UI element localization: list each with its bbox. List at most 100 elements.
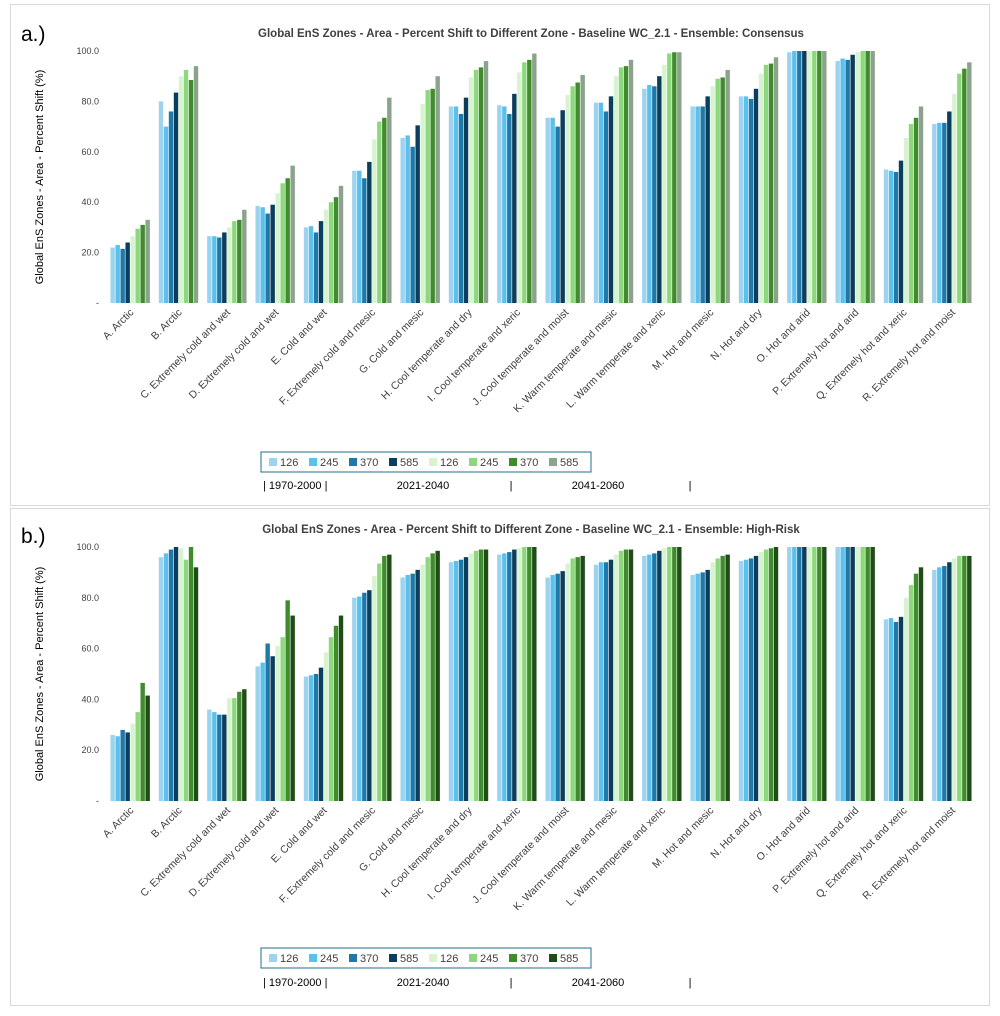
bar [527, 547, 532, 801]
x-category-label: J. Cool temperate and moist [470, 805, 571, 906]
bar [333, 625, 339, 801]
legend-swatch [349, 954, 357, 962]
bar [758, 552, 764, 801]
bar [328, 637, 334, 801]
period-label: | 1970-2000 | [263, 480, 327, 492]
bar [758, 73, 764, 304]
bar [903, 597, 909, 801]
period-label: 2021-2040 [397, 977, 450, 989]
bar [430, 553, 435, 801]
bar [207, 709, 212, 801]
bar [193, 66, 199, 303]
bar [270, 204, 275, 303]
bar [700, 572, 705, 801]
bar [372, 576, 377, 801]
bar [812, 51, 817, 303]
bar [522, 547, 527, 801]
bar [913, 573, 919, 801]
bar [468, 553, 474, 801]
bar [575, 557, 580, 801]
bar [962, 555, 967, 801]
x-category-label: R. Extremely hot and moist [860, 307, 958, 405]
bar [768, 63, 774, 303]
bar [603, 562, 609, 801]
bar [835, 61, 840, 303]
y-tick-label: 100.0 [76, 542, 99, 552]
bar [285, 600, 290, 801]
legend-label: 585 [560, 953, 578, 965]
bar [545, 117, 550, 303]
bar [473, 69, 479, 304]
bar [285, 178, 290, 303]
bar [212, 236, 217, 303]
bar [125, 242, 130, 303]
bar [163, 553, 169, 801]
bar [672, 52, 677, 304]
y-tick-label: - [96, 298, 99, 308]
bar [952, 558, 957, 801]
bar [367, 590, 372, 801]
bar [415, 569, 420, 801]
bar [178, 76, 184, 303]
bar [710, 562, 715, 801]
bar [957, 555, 962, 801]
bar [695, 106, 700, 303]
bar [748, 98, 754, 303]
legend-swatch [549, 458, 557, 466]
bar [425, 557, 430, 801]
bar [662, 64, 667, 303]
legend-swatch [429, 458, 437, 466]
bar [483, 61, 489, 303]
bar [188, 547, 194, 801]
bar [410, 146, 415, 303]
bar [303, 676, 309, 801]
legend-box [260, 451, 592, 473]
bar [168, 111, 174, 303]
bar [647, 85, 652, 304]
y-tick-label: 100.0 [76, 46, 99, 56]
bar [163, 126, 169, 303]
bar [918, 567, 924, 801]
x-category-label: A. Arctic [101, 307, 137, 343]
bar [860, 547, 865, 801]
legend-label: 245 [320, 457, 338, 469]
x-category-label: H. Cool temperate and dry [379, 306, 475, 402]
bar [580, 74, 585, 303]
bar [773, 57, 779, 303]
bar [840, 58, 845, 304]
bar [120, 729, 125, 801]
legend-swatch [469, 954, 477, 962]
bar [115, 245, 120, 303]
bar [532, 547, 537, 801]
bar [662, 548, 667, 801]
x-category-label: J. Cool temperate and moist [470, 307, 571, 408]
legend-swatch [309, 458, 317, 466]
bar [463, 97, 469, 304]
bar [807, 51, 812, 303]
bar [410, 573, 415, 801]
bar [855, 52, 860, 304]
legend-swatch [429, 954, 437, 962]
bar [352, 170, 357, 303]
bar [725, 69, 730, 304]
bar [135, 712, 140, 801]
bar [738, 96, 744, 303]
bar [338, 185, 344, 303]
bar [130, 723, 135, 801]
bar [623, 66, 629, 303]
legend-label: 126 [440, 953, 458, 965]
bar [323, 209, 329, 303]
bar [908, 124, 914, 303]
bar [957, 73, 962, 304]
legend-swatch [269, 458, 277, 466]
bar [377, 121, 382, 303]
x-category-label: P. Extremely hot and arid [770, 805, 861, 896]
bar [173, 547, 179, 801]
bar [318, 221, 324, 303]
bar [448, 562, 454, 801]
chart-title: Global EnS Zones - Area - Percent Shift … [258, 28, 804, 40]
x-category-label: P. Extremely hot and arid [770, 307, 861, 398]
legend-label: 126 [280, 457, 298, 469]
bar [522, 62, 527, 304]
bar [212, 712, 217, 801]
